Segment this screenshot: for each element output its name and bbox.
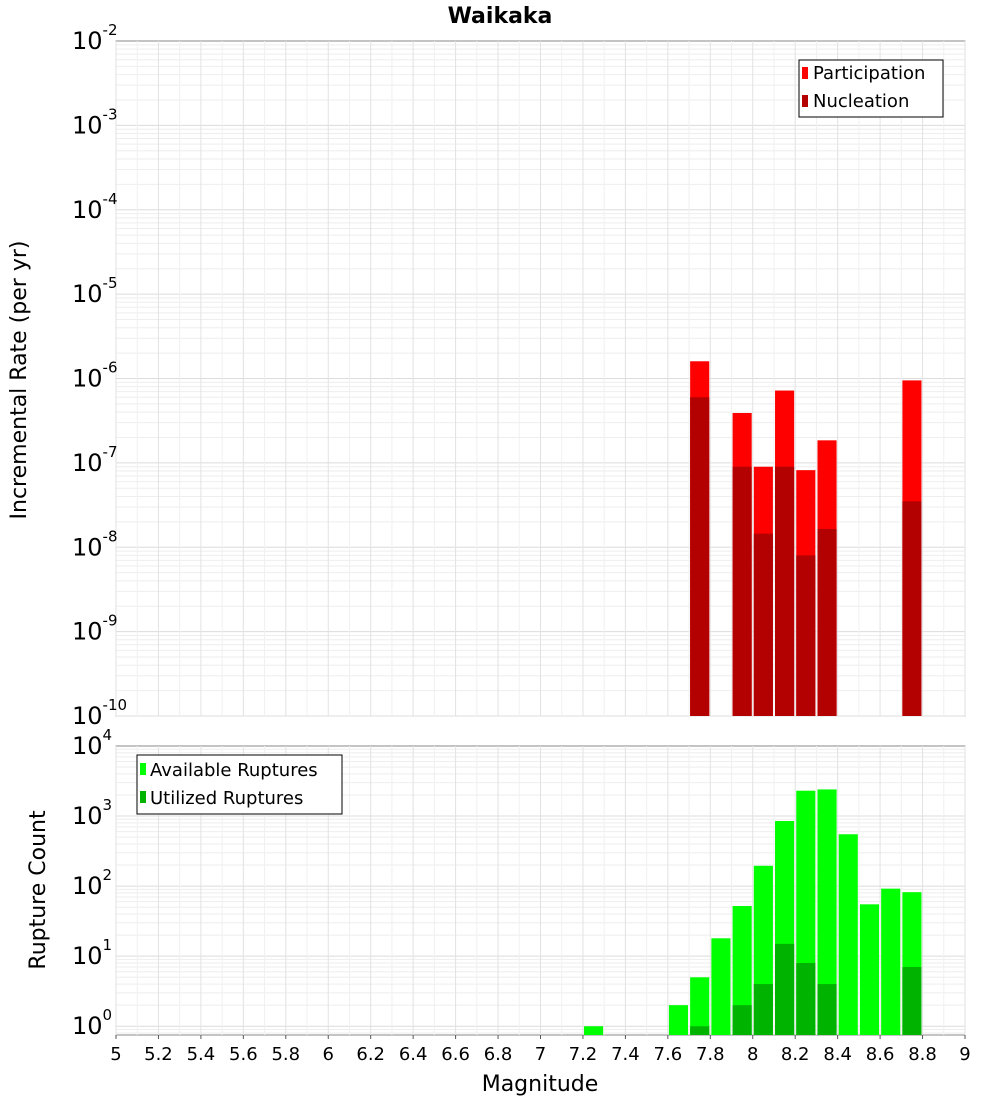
rate-panel: 10-10 10-9 10-8 10-7 10-6 10-5 10-4 10-3 10-2 In… [7,21,966,730]
rate-y-axis-label: Incremental Rate (per yr) [7,241,32,520]
nucleation-swatch [802,95,808,107]
x-tick-label: 8.8 [908,1044,937,1065]
rate-y-tick-label: 10-10 [72,696,127,730]
rate-bar-nucleation [690,397,710,716]
x-tick-label: 9 [959,1044,970,1065]
count-y-ticks: 100 101 102 103 104 [72,726,112,1040]
rate-y-tick-label: 10-5 [72,274,118,308]
count-bar-available-ruptures [881,888,901,1035]
rate-bar-nucleation [753,533,773,716]
count-bars [584,789,922,1035]
rate-bar-nucleation [902,501,922,716]
rate-y-tick-label: 10-6 [72,359,118,393]
count-legend-box [136,754,343,815]
rate-legend: Participation Nucleation [798,59,944,118]
x-tick-label: 7.4 [611,1044,640,1065]
count-bar-available-ruptures [668,1005,689,1035]
x-tick-label: 6.6 [441,1044,470,1065]
count-bar-utilized-ruptures [732,1005,752,1035]
count-y-tick-label: 104 [72,726,112,760]
rate-legend-box [798,59,944,118]
x-tick-label: 5 [110,1044,121,1065]
x-tick-label: 5.6 [229,1044,258,1065]
x-tick-label: 7.6 [654,1044,683,1065]
rate-bar-nucleation [817,528,837,716]
count-bar-utilized-ruptures [902,967,922,1035]
count-y-tick-label: 102 [72,866,112,900]
legend-available-ruptures: Available Ruptures [150,760,318,781]
count-legend: Available Ruptures Utilized Ruptures [136,754,343,815]
count-bar-utilized-ruptures [753,984,773,1035]
count-bar-available-ruptures [859,904,880,1035]
count-bar-utilized-ruptures [817,984,837,1035]
x-tick-label: 6.8 [484,1044,513,1065]
count-bar-available-ruptures [838,834,858,1035]
count-y-axis-label: Rupture Count [26,810,51,970]
x-tick-label: 8.6 [866,1044,895,1065]
rate-y-tick-label: 10-7 [72,443,118,477]
count-bar-available-ruptures [732,906,752,1035]
rate-bar-nucleation [775,466,795,716]
rate-y-tick-label: 10-3 [72,105,118,139]
x-tick-label: 6 [323,1044,334,1065]
count-bar-available-ruptures [584,1026,604,1035]
x-tick-label: 6.2 [356,1044,385,1065]
x-tick-label: 8 [747,1044,758,1065]
x-tick-label: 5.8 [271,1044,300,1065]
utilized-swatch [140,791,146,803]
rate-y-tick-label: 10-9 [72,612,118,646]
count-y-tick-label: 103 [72,796,112,830]
rate-y-tick-label: 10-4 [72,190,118,224]
count-y-tick-label: 101 [72,936,112,970]
x-tick-label: 5.2 [144,1044,173,1065]
count-bar-utilized-ruptures [690,1026,710,1035]
x-tick-label: 6.4 [399,1044,428,1065]
rate-bars [690,361,922,716]
count-bar-utilized-ruptures [775,943,795,1035]
count-bar-available-ruptures [690,977,710,1035]
available-swatch [140,763,146,775]
magnitude-x-ticks: 5 5.2 5.4 5.6 5.8 6 6.2 6.4 6.6 6.8 7 7.2 7.4 7.6 7.8 8… [110,1035,971,1065]
x-tick-label: 7.2 [569,1044,598,1065]
x-tick-label: 7.8 [696,1044,725,1065]
rate-y-ticks: 10-10 10-9 10-8 10-7 10-6 10-5 10-4 10-3 10-2 [72,21,127,730]
x-tick-label: 5.4 [187,1044,216,1065]
rate-bar-nucleation [732,466,752,716]
x-tick-label: 8.2 [781,1044,810,1065]
chart-title: Waikaka [448,4,553,29]
count-bar-utilized-ruptures [796,962,816,1035]
rate-y-tick-label: 10-2 [72,21,118,55]
participation-swatch [802,67,808,79]
count-y-tick-label: 100 [72,1006,112,1040]
legend-nucleation: Nucleation [813,91,909,112]
legend-participation: Participation [813,63,925,84]
count-bar-available-ruptures [711,938,731,1035]
rate-gridlines [115,41,966,717]
x-tick-label: 7 [535,1044,546,1065]
count-bar-available-ruptures [817,789,837,1035]
rate-y-tick-label: 10-8 [72,527,118,561]
magnitude-x-axis-label: Magnitude [482,1072,599,1097]
count-panel: 100 101 102 103 104 5 5.2 5.4 5.6 5.8 6 6.2 6.4 6.6 6… [26,726,971,1097]
legend-utilized-ruptures: Utilized Ruptures [150,788,303,809]
rate-bar-nucleation [796,555,816,716]
x-tick-label: 8.4 [823,1044,852,1065]
